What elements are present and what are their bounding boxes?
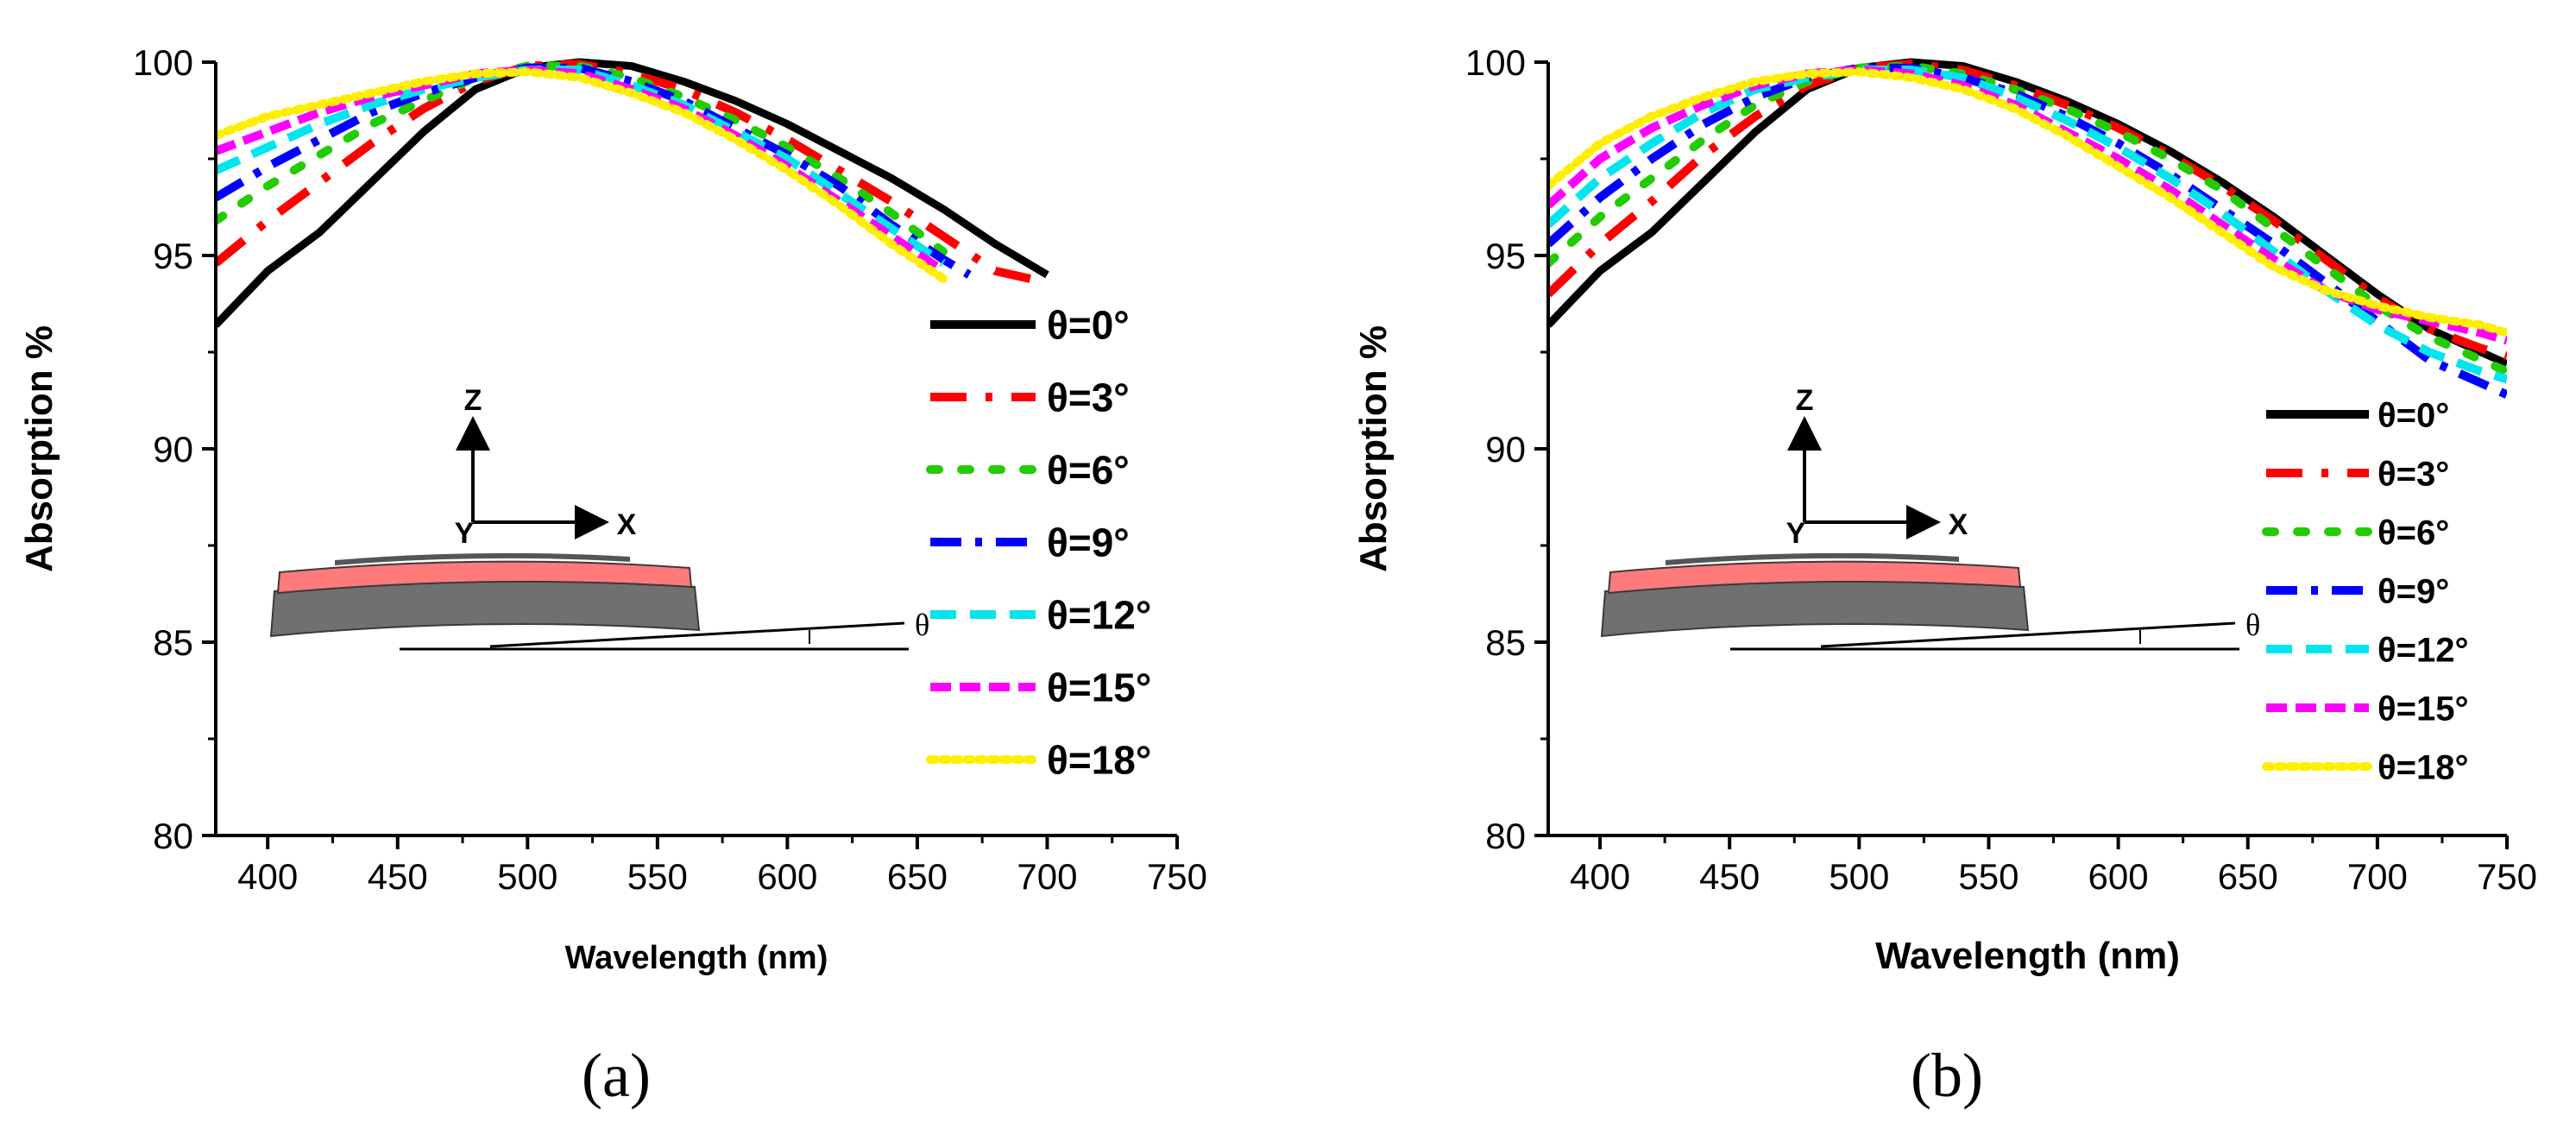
y-axis-label: Absorption % bbox=[1352, 325, 1395, 572]
tilt-line bbox=[1820, 621, 2236, 648]
substrate-layer bbox=[269, 580, 701, 638]
y-tick-label: 95 bbox=[1485, 236, 1526, 276]
inset-schematic: Z Y Xθ bbox=[1600, 384, 2260, 651]
legend-label: θ=3° bbox=[2378, 455, 2449, 493]
series-group bbox=[1548, 58, 2507, 399]
x-tick-label: 600 bbox=[757, 856, 817, 897]
z-label: Z bbox=[464, 384, 482, 417]
panel-b: 80 85 90 95 100 400 450 500 550 600 650 700 750 Wavel… bbox=[1352, 42, 2537, 977]
panel-a: 80 85 90 95 100 400 450 500 550 600 650 700 750 Wavel… bbox=[18, 42, 1207, 976]
series-line-3 bbox=[1548, 60, 2507, 361]
y-tick-label: 85 bbox=[1485, 622, 1526, 663]
legend: θ=0° θ=3° θ=6° θ=9° θ=12° θ=15° θ=18° bbox=[926, 303, 1151, 783]
x-tick-label: 650 bbox=[2218, 856, 2278, 897]
x-tick-label: 550 bbox=[1958, 856, 2019, 897]
legend-label: θ=18° bbox=[2378, 748, 2468, 786]
x-label: X bbox=[1949, 508, 1968, 541]
x-tick-label: 700 bbox=[1017, 856, 1077, 897]
top-metal-strip bbox=[335, 552, 630, 565]
y-tick-label: 90 bbox=[1485, 429, 1526, 470]
legend: θ=0° θ=3° θ=6° θ=9° θ=12° θ=15° θ=18° bbox=[2262, 396, 2468, 786]
series-line-18 bbox=[1548, 67, 2507, 337]
x-tick-label: 750 bbox=[2477, 856, 2537, 897]
x-tick-label: 550 bbox=[627, 856, 688, 897]
y-tick-label: 90 bbox=[153, 429, 193, 470]
caption-a: (a) bbox=[582, 1041, 651, 1110]
inset-schematic: Z Y Xθ bbox=[269, 384, 929, 651]
legend-label: θ=9° bbox=[1047, 520, 1130, 565]
legend-label: θ=12° bbox=[2378, 631, 2468, 669]
x-tick-label: 500 bbox=[1829, 856, 1889, 897]
angle-label: θ bbox=[2245, 608, 2260, 642]
tilt-line bbox=[489, 621, 905, 648]
legend-label: θ=18° bbox=[1047, 738, 1151, 783]
x-tick-label: 600 bbox=[2088, 856, 2149, 897]
y-label: Y bbox=[455, 517, 475, 550]
y-tick-label: 100 bbox=[133, 42, 193, 83]
y-tick-label: 80 bbox=[153, 816, 193, 856]
x-axis-label: Wavelength (nm) bbox=[565, 940, 828, 976]
x-tick-label: 750 bbox=[1147, 856, 1207, 897]
series-group bbox=[216, 58, 1049, 328]
absorber-layer bbox=[1607, 560, 2022, 595]
x-axis-label: Wavelength (nm) bbox=[1875, 935, 2180, 977]
x-label: X bbox=[617, 508, 637, 541]
legend-label: θ=6° bbox=[2378, 514, 2449, 552]
x-tick-label: 400 bbox=[1570, 856, 1630, 897]
legend-label: θ=0° bbox=[1047, 303, 1130, 348]
x-tick-label: 450 bbox=[1699, 856, 1760, 897]
legend-label: θ=15° bbox=[2378, 690, 2468, 728]
legend-label: θ=6° bbox=[1047, 448, 1130, 493]
series-line-18 bbox=[216, 67, 948, 283]
absorber-layer bbox=[276, 560, 693, 595]
x-tick-label: 650 bbox=[887, 856, 948, 897]
top-metal-strip bbox=[1666, 552, 1959, 565]
legend-label: θ=15° bbox=[1047, 665, 1151, 710]
y-tick-label: 100 bbox=[1465, 42, 1526, 83]
y-tick-label: 80 bbox=[1485, 816, 1526, 856]
legend-label: θ=3° bbox=[1047, 375, 1130, 420]
x-tick-label: 700 bbox=[2347, 856, 2408, 897]
substrate-layer bbox=[1600, 580, 2030, 638]
series-line-3 bbox=[216, 60, 1049, 287]
x-tick-label: 500 bbox=[497, 856, 557, 897]
angle-label: θ bbox=[915, 608, 929, 642]
legend-label: θ=12° bbox=[1047, 593, 1151, 638]
caption-b: (b) bbox=[1911, 1041, 1983, 1110]
z-label: Z bbox=[1796, 384, 1814, 417]
legend-label: θ=9° bbox=[2378, 572, 2449, 610]
x-tick-label: 450 bbox=[368, 856, 428, 897]
y-tick-label: 95 bbox=[153, 236, 193, 276]
y-tick-label: 85 bbox=[153, 622, 193, 663]
x-tick-label: 400 bbox=[237, 856, 298, 897]
y-axis-label: Absorption % bbox=[18, 325, 60, 572]
series-line-12 bbox=[1548, 66, 2507, 384]
legend-label: θ=0° bbox=[2378, 396, 2449, 434]
series-line-0 bbox=[216, 58, 1049, 328]
series-line-12 bbox=[216, 66, 946, 268]
y-label: Y bbox=[1786, 517, 1806, 550]
